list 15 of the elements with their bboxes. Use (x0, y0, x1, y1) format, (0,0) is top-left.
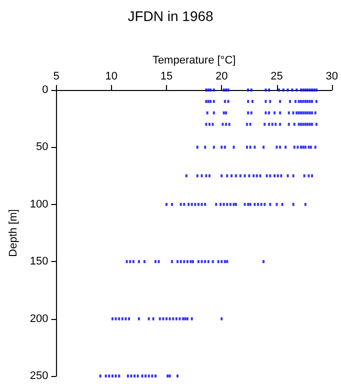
x-tick-label: 30 (326, 70, 338, 82)
x-tick-label: 10 (105, 70, 118, 82)
y-tick-label: 150 (30, 256, 48, 268)
x-tick-label: 15 (160, 70, 173, 82)
chart-title: JFDN in 1968 (128, 8, 214, 24)
x-tick-label: 25 (270, 70, 283, 82)
x-axis-title: Temperature [°C] (152, 54, 236, 66)
y-tick-label: 0 (42, 84, 48, 96)
y-axis-title: Depth [m] (8, 209, 20, 257)
y-tick-label: 100 (30, 198, 48, 210)
x-tick-label: 20 (216, 70, 228, 82)
y-tick-label: 250 (30, 370, 48, 382)
x-tick-label: 5 (53, 70, 60, 82)
y-tick-label: 50 (36, 141, 48, 154)
y-tick-label: 200 (30, 312, 48, 325)
